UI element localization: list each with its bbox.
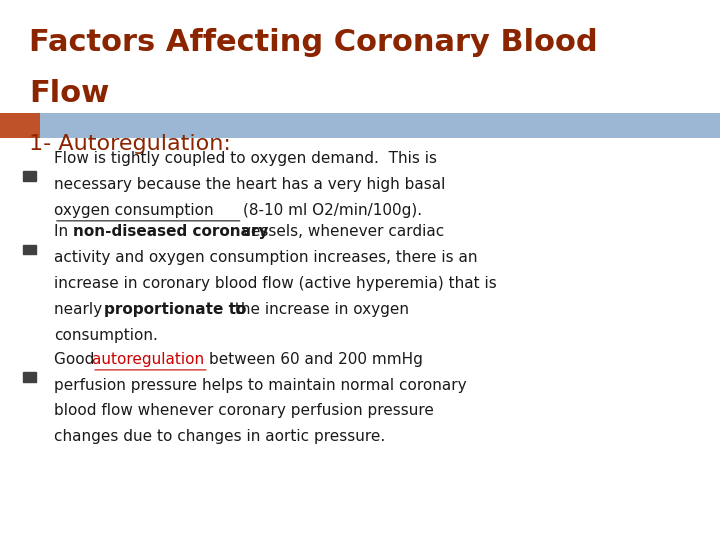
Text: Flow is tightly coupled to oxygen demand.  This is: Flow is tightly coupled to oxygen demand… [54, 151, 437, 166]
Text: Factors Affecting Coronary Blood: Factors Affecting Coronary Blood [29, 28, 598, 57]
Text: non-diseased coronary: non-diseased coronary [73, 224, 269, 239]
FancyBboxPatch shape [0, 113, 720, 138]
Text: blood flow whenever coronary perfusion pressure: blood flow whenever coronary perfusion p… [54, 403, 434, 418]
Text: In: In [54, 224, 73, 239]
Text: Flow: Flow [29, 79, 109, 108]
Text: proportionate to: proportionate to [104, 302, 247, 317]
FancyBboxPatch shape [23, 245, 36, 254]
Text: nearly: nearly [54, 302, 107, 317]
Text: oxygen consumption: oxygen consumption [54, 202, 218, 218]
Text: changes due to changes in aortic pressure.: changes due to changes in aortic pressur… [54, 429, 385, 444]
Text: autoregulation: autoregulation [92, 352, 209, 367]
Text: necessary because the heart has a very high basal: necessary because the heart has a very h… [54, 177, 446, 192]
Text: the increase in oxygen: the increase in oxygen [230, 302, 410, 317]
Text: between 60 and 200 mmHg: between 60 and 200 mmHg [209, 352, 423, 367]
Text: 1- Autoregulation:: 1- Autoregulation: [29, 134, 230, 154]
Text: vessels, whenever cardiac: vessels, whenever cardiac [237, 224, 444, 239]
Text: Good: Good [54, 352, 99, 367]
FancyBboxPatch shape [23, 171, 36, 181]
Text: perfusion pressure helps to maintain normal coronary: perfusion pressure helps to maintain nor… [54, 377, 467, 393]
Text: consumption.: consumption. [54, 328, 158, 343]
FancyBboxPatch shape [0, 113, 40, 138]
FancyBboxPatch shape [23, 372, 36, 382]
Text: increase in coronary blood flow (active hyperemia) that is: increase in coronary blood flow (active … [54, 276, 497, 291]
Text: (8-10 ml O2/min/100g).: (8-10 ml O2/min/100g). [243, 202, 422, 218]
Text: activity and oxygen consumption increases, there is an: activity and oxygen consumption increase… [54, 250, 477, 265]
